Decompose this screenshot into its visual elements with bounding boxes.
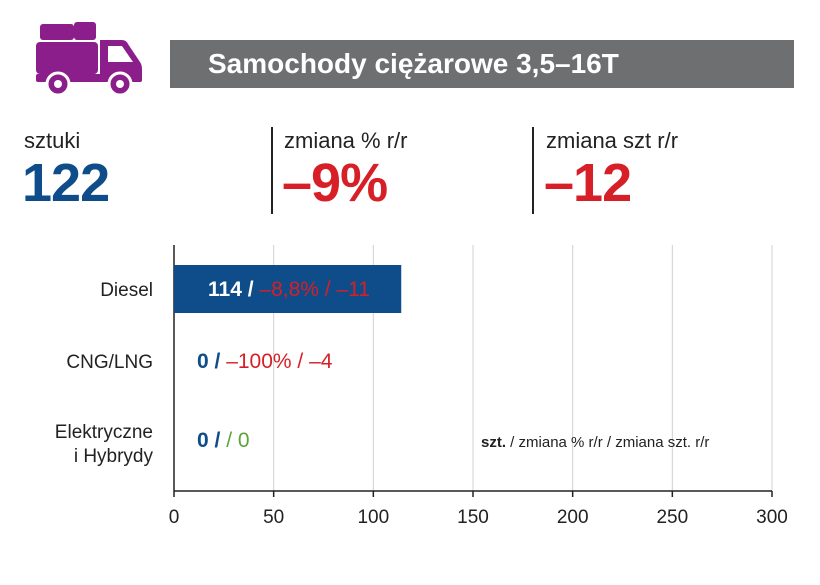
page-title: Samochody ciężarowe 3,5–16T [208, 48, 619, 79]
x-tick-label: 150 [457, 507, 489, 528]
stat-pct-change-value: –9% [282, 153, 388, 213]
bar [174, 265, 402, 313]
category-label: Diesel [100, 280, 153, 301]
x-tick-label: 100 [357, 507, 389, 528]
x-tick-label: 200 [557, 507, 589, 528]
stat-units-label: sztuki [24, 128, 81, 153]
category-label: CNG/LNG [66, 352, 153, 373]
stat-pct-change-label: zmiana % r/r [284, 128, 408, 153]
x-tick-label: 250 [656, 507, 688, 528]
title-bar: Samochody ciężarowe 3,5–16T [170, 40, 794, 88]
stat-units-value: 122 [22, 153, 110, 213]
legend-note: szt. / zmiana % r/r / zmiana szt. r/r [481, 434, 709, 451]
stat-divider [532, 127, 534, 214]
data-label: 0 / –100% / –4 [197, 350, 333, 373]
stat-divider [271, 127, 273, 214]
x-tick-label: 300 [756, 507, 788, 528]
x-tick-label: 50 [263, 507, 284, 528]
x-tick-label: 0 [169, 507, 180, 528]
data-label: 114 / –8,8% / –11 [208, 278, 370, 301]
category-label: Elektryczne i Hybrydy [55, 422, 154, 467]
stat-units-change-value: –12 [544, 153, 632, 213]
truck-icon [36, 22, 142, 97]
stat-units-change-label: zmiana szt r/r [546, 128, 679, 153]
data-label: 0 / / 0 [197, 429, 250, 452]
